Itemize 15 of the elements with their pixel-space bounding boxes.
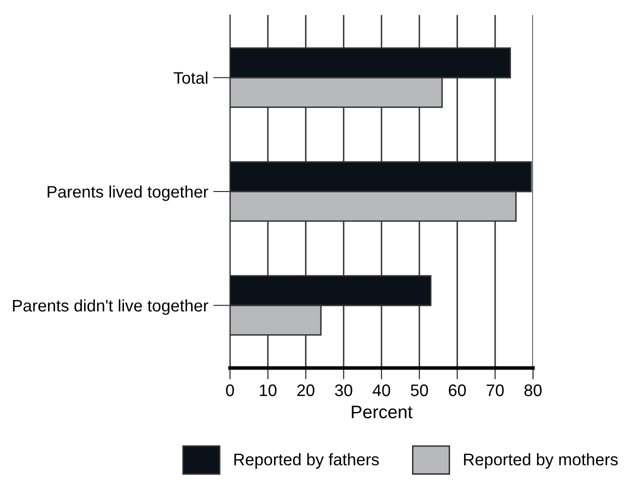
x-tick-label: 10 bbox=[260, 384, 276, 396]
x-tick-label: 60 bbox=[448, 384, 466, 396]
legend-label: Reported by mothers bbox=[464, 453, 618, 469]
x-tick-label: 70 bbox=[486, 384, 504, 396]
x-tick-label: 40 bbox=[372, 384, 390, 396]
legend-label: Reported by fathers bbox=[234, 453, 379, 469]
x-tick-label: 0 bbox=[226, 384, 234, 396]
x-axis-title: Percent bbox=[352, 406, 412, 418]
x-tick-label: 80 bbox=[524, 384, 542, 396]
y-tick-label: Parents didn't live together bbox=[13, 299, 208, 315]
y-tick-label: Parents lived together bbox=[48, 185, 208, 201]
x-tick-label: 20 bbox=[297, 384, 314, 396]
y-tick-label: Total bbox=[174, 72, 208, 84]
x-tick-label: 30 bbox=[334, 384, 352, 396]
x-tick-label: 50 bbox=[410, 384, 428, 396]
